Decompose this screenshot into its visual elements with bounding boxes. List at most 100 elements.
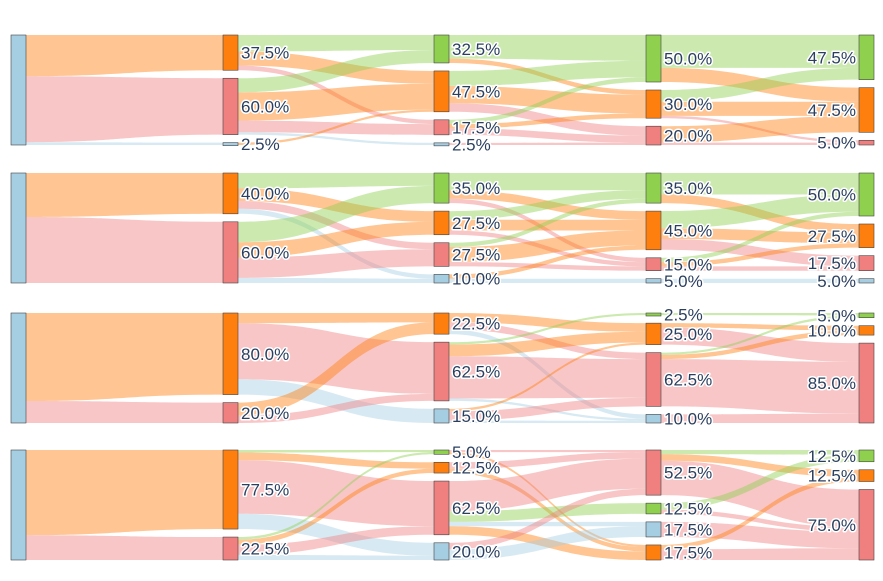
node-p1-c3-3[interactable]: [433, 119, 450, 136]
node-p1-c4-2[interactable]: [645, 89, 662, 119]
flow-link-p3-s3-2-to-4: [449, 398, 646, 421]
node-p4-c4-2[interactable]: [645, 502, 662, 515]
node-p3-c4-1[interactable]: [645, 312, 662, 317]
node-p1-c1-1[interactable]: [10, 34, 27, 146]
node-p2-c5-2[interactable]: [858, 223, 875, 248]
node-p1-c2-2[interactable]: [222, 77, 239, 135]
flow-link-p3-s3-2-to-3: [449, 356, 646, 399]
node-label-p4-c3-4: 20.0%: [452, 542, 500, 561]
node-label-p3-c5-2: 10.0%: [808, 321, 856, 340]
flow-link-p4-s1-1-to-2: [26, 535, 223, 560]
flow-link-p4-s1-1-to-1: [26, 450, 223, 536]
flow-link-p2-s3-2-to-2: [449, 219, 646, 231]
node-label-p4-c3-1: 5.0%: [452, 443, 491, 462]
node-p2-c4-3[interactable]: [645, 257, 662, 271]
node-p4-c4-3[interactable]: [645, 521, 662, 538]
node-p3-c3-1[interactable]: [433, 312, 450, 335]
node-p2-c5-3[interactable]: [858, 255, 875, 271]
flow-link-p4-s3-4-to-3: [449, 526, 646, 560]
flow-link-p2-s3-4-to-4: [449, 278, 646, 283]
node-p4-c4-4[interactable]: [645, 544, 662, 561]
flow-link-p4-s4-3-to-3: [661, 521, 859, 549]
node-p2-c3-3[interactable]: [433, 242, 450, 267]
node-p4-c5-1[interactable]: [858, 449, 875, 463]
flow-link-p1-s4-2-to-3: [661, 115, 859, 143]
node-p2-c5-4[interactable]: [858, 278, 875, 284]
node-p4-c2-2[interactable]: [222, 536, 239, 561]
node-label-p4-c3-3: 62.5%: [452, 499, 500, 518]
node-label-p4-c5-1: 12.5%: [808, 447, 856, 466]
flow-link-p1-s3-4-to-3: [449, 142, 646, 145]
node-label-p2-c2-2: 60.0%: [241, 243, 289, 262]
node-p2-c3-2[interactable]: [433, 210, 450, 236]
node-p4-c1-1[interactable]: [10, 449, 27, 561]
node-p3-c2-1[interactable]: [222, 312, 239, 395]
node-p1-c2-1[interactable]: [222, 34, 239, 71]
node-p2-c3-4[interactable]: [433, 274, 450, 284]
node-p4-c3-3[interactable]: [433, 480, 450, 536]
node-p4-c2-1[interactable]: [222, 449, 239, 530]
flow-link-p2-s2-2-to-4: [238, 277, 434, 283]
flow-link-p4-s3-3-to-4: [449, 526, 646, 560]
flow-link-p1-s3-2-to-2: [449, 86, 646, 114]
flow-link-p2-s3-1-to-1: [449, 173, 646, 191]
node-p1-c5-1[interactable]: [858, 34, 875, 80]
node-p2-c2-2[interactable]: [222, 221, 239, 284]
node-p2-c4-1[interactable]: [645, 172, 662, 204]
node-p4-c5-2[interactable]: [858, 469, 875, 482]
node-p2-c5-1[interactable]: [858, 172, 875, 217]
flow-link-p4-s2-1-to-2: [238, 452, 434, 469]
node-p3-c5-2[interactable]: [858, 325, 875, 336]
node-p3-c3-3[interactable]: [433, 408, 450, 424]
flow-link-p3-s3-1-to-2: [449, 313, 646, 332]
node-label-p1-c2-2: 60.0%: [241, 97, 289, 116]
node-p1-c5-3[interactable]: [858, 140, 875, 146]
node-label-p2-c2-1: 40.0%: [241, 184, 289, 203]
node-p1-c3-1[interactable]: [433, 34, 450, 64]
flow-link-p1-s4-2-to-2: [661, 101, 859, 116]
node-p2-c3-1[interactable]: [433, 172, 450, 204]
node-p3-c5-3[interactable]: [858, 342, 875, 424]
node-label-p1-c4-3: 20.0%: [664, 127, 712, 146]
node-p3-c3-2[interactable]: [433, 341, 450, 402]
node-label-p4-c5-3: 75.0%: [808, 516, 856, 535]
node-p1-c2-3[interactable]: [222, 142, 239, 146]
node-p1-c3-2[interactable]: [433, 70, 450, 113]
flow-link-p2-s3-3-to-1: [449, 198, 646, 248]
flow-link-p2-s2-1-to-2: [238, 188, 434, 222]
flow-link-p4-s3-3-to-3: [449, 521, 646, 527]
flow-link-p2-s1-1-to-1: [26, 173, 223, 217]
flow-link-p2-s4-1-to-2: [661, 194, 859, 233]
node-p4-c3-1[interactable]: [433, 449, 450, 455]
node-p3-c4-4[interactable]: [645, 414, 662, 424]
node-p1-c4-1[interactable]: [645, 34, 662, 83]
node-p1-c4-3[interactable]: [645, 125, 662, 146]
node-p3-c4-2[interactable]: [645, 322, 662, 345]
flow-link-p4-s3-4-to-1: [449, 488, 646, 550]
node-p1-c5-2[interactable]: [858, 87, 875, 133]
flow-link-p3-s3-2-to-2: [449, 331, 646, 357]
node-p3-c1-1[interactable]: [10, 312, 27, 424]
node-p2-c4-2[interactable]: [645, 210, 662, 251]
node-p4-c4-1[interactable]: [645, 449, 662, 496]
node-p2-c4-4[interactable]: [645, 278, 662, 284]
node-p2-c2-1[interactable]: [222, 172, 239, 215]
node-p4-c5-3[interactable]: [858, 489, 875, 561]
flow-link-p1-s2-1-to-3: [238, 65, 434, 125]
node-label-p1-c4-1: 50.0%: [664, 50, 712, 69]
node-p1-c3-4[interactable]: [433, 142, 450, 147]
node-p4-c3-4[interactable]: [433, 542, 450, 561]
label-layer: 37.5%60.0%2.5%32.5%47.5%17.5%2.5%50.0%30…: [240, 38, 858, 563]
node-p3-c5-1[interactable]: [858, 312, 875, 318]
flow-link-p2-s2-1-to-1: [238, 173, 434, 189]
node-p3-c4-3[interactable]: [645, 352, 662, 407]
node-label-p2-c5-3: 17.5%: [808, 254, 856, 273]
node-p3-c2-2[interactable]: [222, 402, 239, 424]
node-p2-c1-1[interactable]: [10, 172, 27, 284]
node-label-p4-c4-2: 12.5%: [664, 500, 712, 519]
flow-link-p2-s4-2-to-2: [661, 228, 859, 244]
flow-link-p4-s4-2-to-1: [661, 454, 859, 510]
node-p4-c3-2[interactable]: [433, 461, 450, 474]
flow-link-p2-s4-4-to-4: [661, 278, 859, 283]
